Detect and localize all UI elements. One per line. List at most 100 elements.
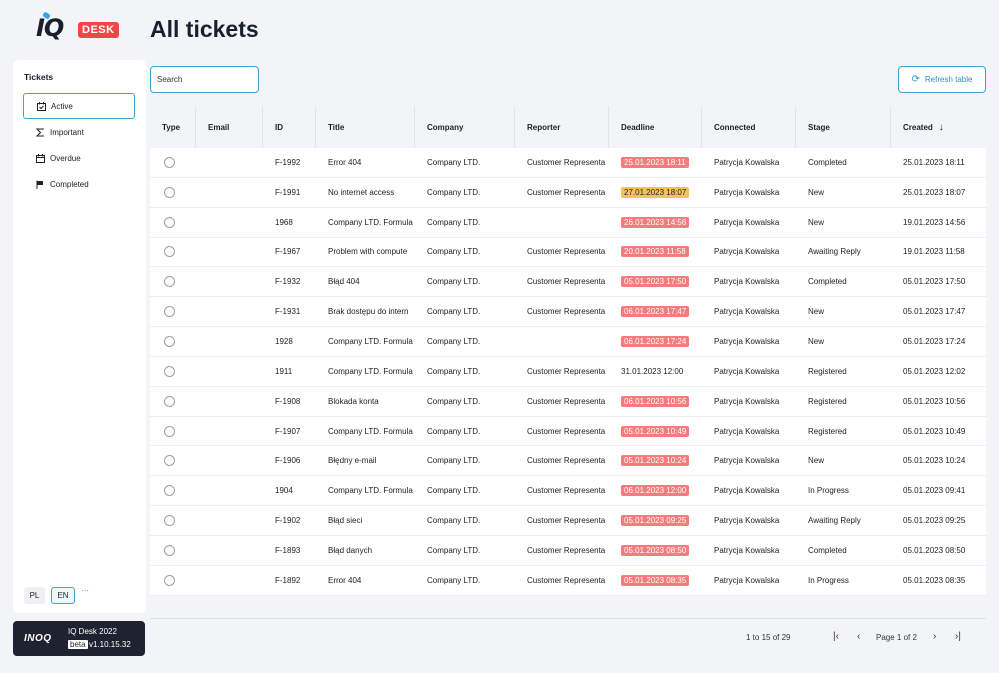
cell-email [196, 297, 263, 326]
sidebar-item-overdue[interactable]: Overdue [23, 145, 135, 171]
cell-company-text: Company LTD. [427, 456, 481, 466]
column-header-created[interactable]: Created ↓ [891, 106, 986, 148]
table-row[interactable]: F-1991 No internet access Company LTD. Cust… [150, 177, 986, 208]
table-row[interactable]: 1911 Company LTD. Formula Company LTD. Cust… [150, 356, 986, 387]
more-languages-icon[interactable]: ··· [81, 586, 89, 595]
cell-connected-text: Patrycja Kowalska [714, 247, 780, 257]
table-row[interactable]: F-1967 Problem with compute Company LTD. Cu… [150, 237, 986, 268]
column-header-reporter[interactable]: Reporter [515, 106, 609, 148]
cell-company: Company LTD. [415, 148, 515, 177]
row-select-radio[interactable] [164, 544, 175, 556]
cell-title: Company LTD. Formula [316, 357, 415, 386]
sidebar-item-completed[interactable]: Completed [23, 171, 135, 197]
column-header-company[interactable]: Company [415, 106, 515, 148]
page-info: Page 1 of 2 [876, 633, 917, 642]
cell-company: Company LTD. [415, 536, 515, 565]
table-row[interactable]: 1928 Company LTD. Formula Company LTD. 06.0… [150, 327, 986, 357]
row-select-radio[interactable] [164, 395, 175, 407]
row-select-radio[interactable] [164, 455, 175, 467]
cell-company: Company LTD. [415, 267, 515, 296]
cell-created: 05.01.2023 10:56 [891, 387, 986, 416]
cell-title: No internet access [316, 178, 415, 207]
cell-title-text: Error 404 [328, 575, 362, 585]
cell-created-text: 05.01.2023 10:56 [903, 396, 966, 406]
table-row[interactable]: F-1892 Error 404 Company LTD. Customer Repr… [150, 565, 986, 596]
row-select-radio[interactable] [164, 156, 175, 168]
deadline-badge: 05.01.2023 08:35 [621, 574, 690, 586]
cell-email [196, 506, 263, 535]
cell-title: Company LTD. Formula [316, 327, 415, 356]
row-select-radio[interactable] [164, 276, 175, 288]
row-select-radio[interactable] [164, 365, 175, 377]
table-row[interactable]: F-1906 Błędny e-mail Company LTD. Customer … [150, 446, 986, 477]
table-row[interactable]: F-1931 Brak dostępu do intern Company LTD.… [150, 297, 986, 328]
cell-stage: New [796, 446, 891, 475]
cell-connected-text: Patrycja Kowalska [714, 157, 780, 167]
cell-company: Company LTD. [415, 178, 515, 207]
last-page-icon[interactable]: ›| [955, 631, 961, 642]
language-en-button[interactable]: EN [51, 587, 75, 604]
cell-created-text: 05.01.2023 10:24 [903, 456, 966, 466]
cell-title: Company LTD. Formula [316, 417, 415, 446]
cell-title-text: Blokada konta [328, 396, 379, 406]
column-header-id[interactable]: ID [263, 106, 316, 148]
cell-company-text: Company LTD. [427, 545, 481, 555]
cell-id-text: 1968 [275, 217, 293, 227]
pagination-bar: 1 to 15 of 29 |‹ ‹ Page 1 of 2 › ›| [150, 618, 986, 656]
cell-connected-text: Patrycja Kowalska [714, 486, 780, 496]
column-header-deadline[interactable]: Deadline [609, 106, 702, 148]
language-pl-button[interactable]: PL [24, 587, 45, 604]
sidebar-item-active[interactable]: Active [23, 93, 135, 119]
table-row[interactable]: F-1908 Blokada konta Company LTD. Customer … [150, 386, 986, 417]
cell-connected: Patrycja Kowalska [702, 536, 796, 565]
cell-stage: Awaiting Reply [796, 238, 891, 267]
cell-title-text: Błędny e-mail [328, 456, 377, 466]
cell-title-text: Company LTD. Formula [328, 366, 413, 376]
first-page-icon[interactable]: |‹ [833, 631, 839, 642]
row-select-radio[interactable] [164, 216, 175, 228]
row-select-radio[interactable] [164, 335, 175, 347]
search-input[interactable] [150, 66, 259, 93]
row-select-radio[interactable] [164, 485, 175, 497]
cell-type [150, 267, 196, 296]
deadline-badge: 05.01.2023 08:50 [621, 544, 690, 556]
column-header-title[interactable]: Title [316, 106, 415, 148]
cell-deadline: 05.01.2023 10:49 [609, 417, 702, 446]
tickets-table: Type Email ID Title Company Reporter Dea… [150, 106, 986, 596]
table-row[interactable]: 1968 Company LTD. Formula Company LTD. 26.0… [150, 207, 986, 238]
row-select-radio[interactable] [164, 186, 175, 198]
cell-reporter-text: Customer Representa [527, 307, 606, 317]
sidebar-item-important[interactable]: Important [23, 119, 135, 145]
cell-type [150, 476, 196, 505]
cell-company-text: Company LTD. [427, 396, 481, 406]
table-row[interactable]: F-1992 Error 404 Company LTD. Customer Repr… [150, 148, 986, 178]
previous-page-icon[interactable]: ‹ [857, 631, 861, 642]
refresh-table-button[interactable]: ⟳ Refresh table [898, 66, 986, 93]
table-row[interactable]: F-1902 Błąd sieci Company LTD. Customer Rep… [150, 506, 986, 536]
page-title: All tickets [150, 16, 259, 42]
cell-reporter-text: Customer Representa [527, 486, 606, 496]
table-row[interactable]: F-1893 Błąd danych Company LTD. Customer Re… [150, 535, 986, 566]
column-header-created-label: Created [903, 122, 933, 132]
cell-created-text: 25.01.2023 18:07 [903, 187, 966, 197]
row-select-radio[interactable] [164, 515, 175, 527]
cell-id-text: F-1991 [275, 187, 301, 197]
row-select-radio[interactable] [164, 246, 175, 258]
table-row[interactable]: F-1932 Błąd 404 Company LTD. Customer Repre… [150, 267, 986, 298]
column-header-connected[interactable]: Connected [702, 106, 796, 148]
row-select-radio[interactable] [164, 574, 175, 586]
next-page-icon[interactable]: › [933, 631, 937, 642]
cell-id-text: F-1907 [275, 426, 301, 436]
cell-connected-text: Patrycja Kowalska [714, 516, 780, 526]
cell-email [196, 566, 263, 595]
column-header-stage[interactable]: Stage [796, 106, 891, 148]
column-header-type[interactable]: Type [150, 106, 196, 148]
cell-connected-text: Patrycja Kowalska [714, 456, 780, 466]
sort-descending-icon[interactable]: ↓ [938, 121, 944, 133]
cell-reporter: Customer Representa [515, 446, 609, 475]
row-select-radio[interactable] [164, 306, 175, 318]
column-header-email[interactable]: Email [196, 106, 263, 148]
table-row[interactable]: 1904 Company LTD. Formula Company LTD. Cust… [150, 476, 986, 507]
row-select-radio[interactable] [164, 425, 175, 437]
table-row[interactable]: F-1907 Company LTD. Formula Company LTD. Cu… [150, 416, 986, 447]
